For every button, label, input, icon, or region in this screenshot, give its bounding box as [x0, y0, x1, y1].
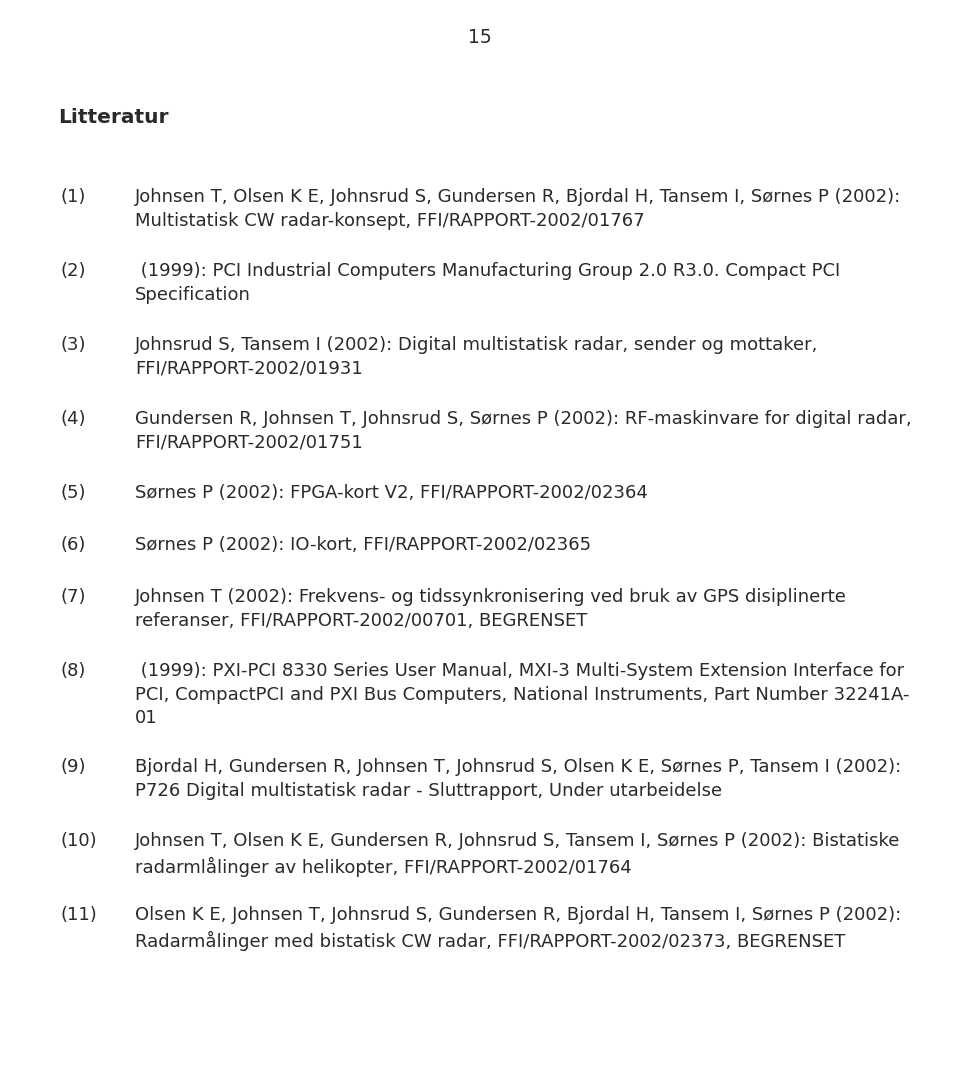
Text: (9): (9) — [60, 758, 85, 777]
Text: (5): (5) — [60, 484, 85, 502]
Text: (11): (11) — [60, 906, 97, 924]
Text: Sørnes P (2002): FPGA-kort V2, FFI/RAPPORT-2002/02364: Sørnes P (2002): FPGA-kort V2, FFI/RAPPO… — [135, 484, 648, 502]
Text: (2): (2) — [60, 262, 85, 280]
Text: Olsen K E, Johnsen T, Johnsrud S, Gundersen R, Bjordal H, Tansem I, Sørnes P (20: Olsen K E, Johnsen T, Johnsrud S, Gunder… — [135, 906, 901, 950]
Text: (3): (3) — [60, 336, 85, 354]
Text: Johnsen T (2002): Frekvens- og tidssynkronisering ved bruk av GPS disiplinerte
r: Johnsen T (2002): Frekvens- og tidssynkr… — [135, 588, 847, 630]
Text: Litteratur: Litteratur — [58, 108, 169, 127]
Text: Gundersen R, Johnsen T, Johnsrud S, Sørnes P (2002): RF-maskinvare for digital r: Gundersen R, Johnsen T, Johnsrud S, Sørn… — [135, 410, 912, 451]
Text: (1999): PXI-PCI 8330 Series User Manual, MXI-3 Multi-System Extension Interface : (1999): PXI-PCI 8330 Series User Manual,… — [135, 662, 909, 727]
Text: (7): (7) — [60, 588, 85, 606]
Text: (10): (10) — [60, 832, 97, 850]
Text: Bjordal H, Gundersen R, Johnsen T, Johnsrud S, Olsen K E, Sørnes P, Tansem I (20: Bjordal H, Gundersen R, Johnsen T, Johns… — [135, 758, 901, 799]
Text: Sørnes P (2002): IO-kort, FFI/RAPPORT-2002/02365: Sørnes P (2002): IO-kort, FFI/RAPPORT-20… — [135, 536, 591, 554]
Text: Johnsen T, Olsen K E, Johnsrud S, Gundersen R, Bjordal H, Tansem I, Sørnes P (20: Johnsen T, Olsen K E, Johnsrud S, Gunder… — [135, 188, 901, 230]
Text: (1999): PCI Industrial Computers Manufacturing Group 2.0 R3.0. Compact PCI
Speci: (1999): PCI Industrial Computers Manufac… — [135, 262, 840, 303]
Text: 15: 15 — [468, 28, 492, 48]
Text: (4): (4) — [60, 410, 85, 428]
Text: (1): (1) — [60, 188, 85, 206]
Text: (6): (6) — [60, 536, 85, 554]
Text: Johnsrud S, Tansem I (2002): Digital multistatisk radar, sender og mottaker,
FFI: Johnsrud S, Tansem I (2002): Digital mul… — [135, 336, 818, 378]
Text: Johnsen T, Olsen K E, Gundersen R, Johnsrud S, Tansem I, Sørnes P (2002): Bistat: Johnsen T, Olsen K E, Gundersen R, Johns… — [135, 832, 900, 877]
Text: (8): (8) — [60, 662, 85, 680]
